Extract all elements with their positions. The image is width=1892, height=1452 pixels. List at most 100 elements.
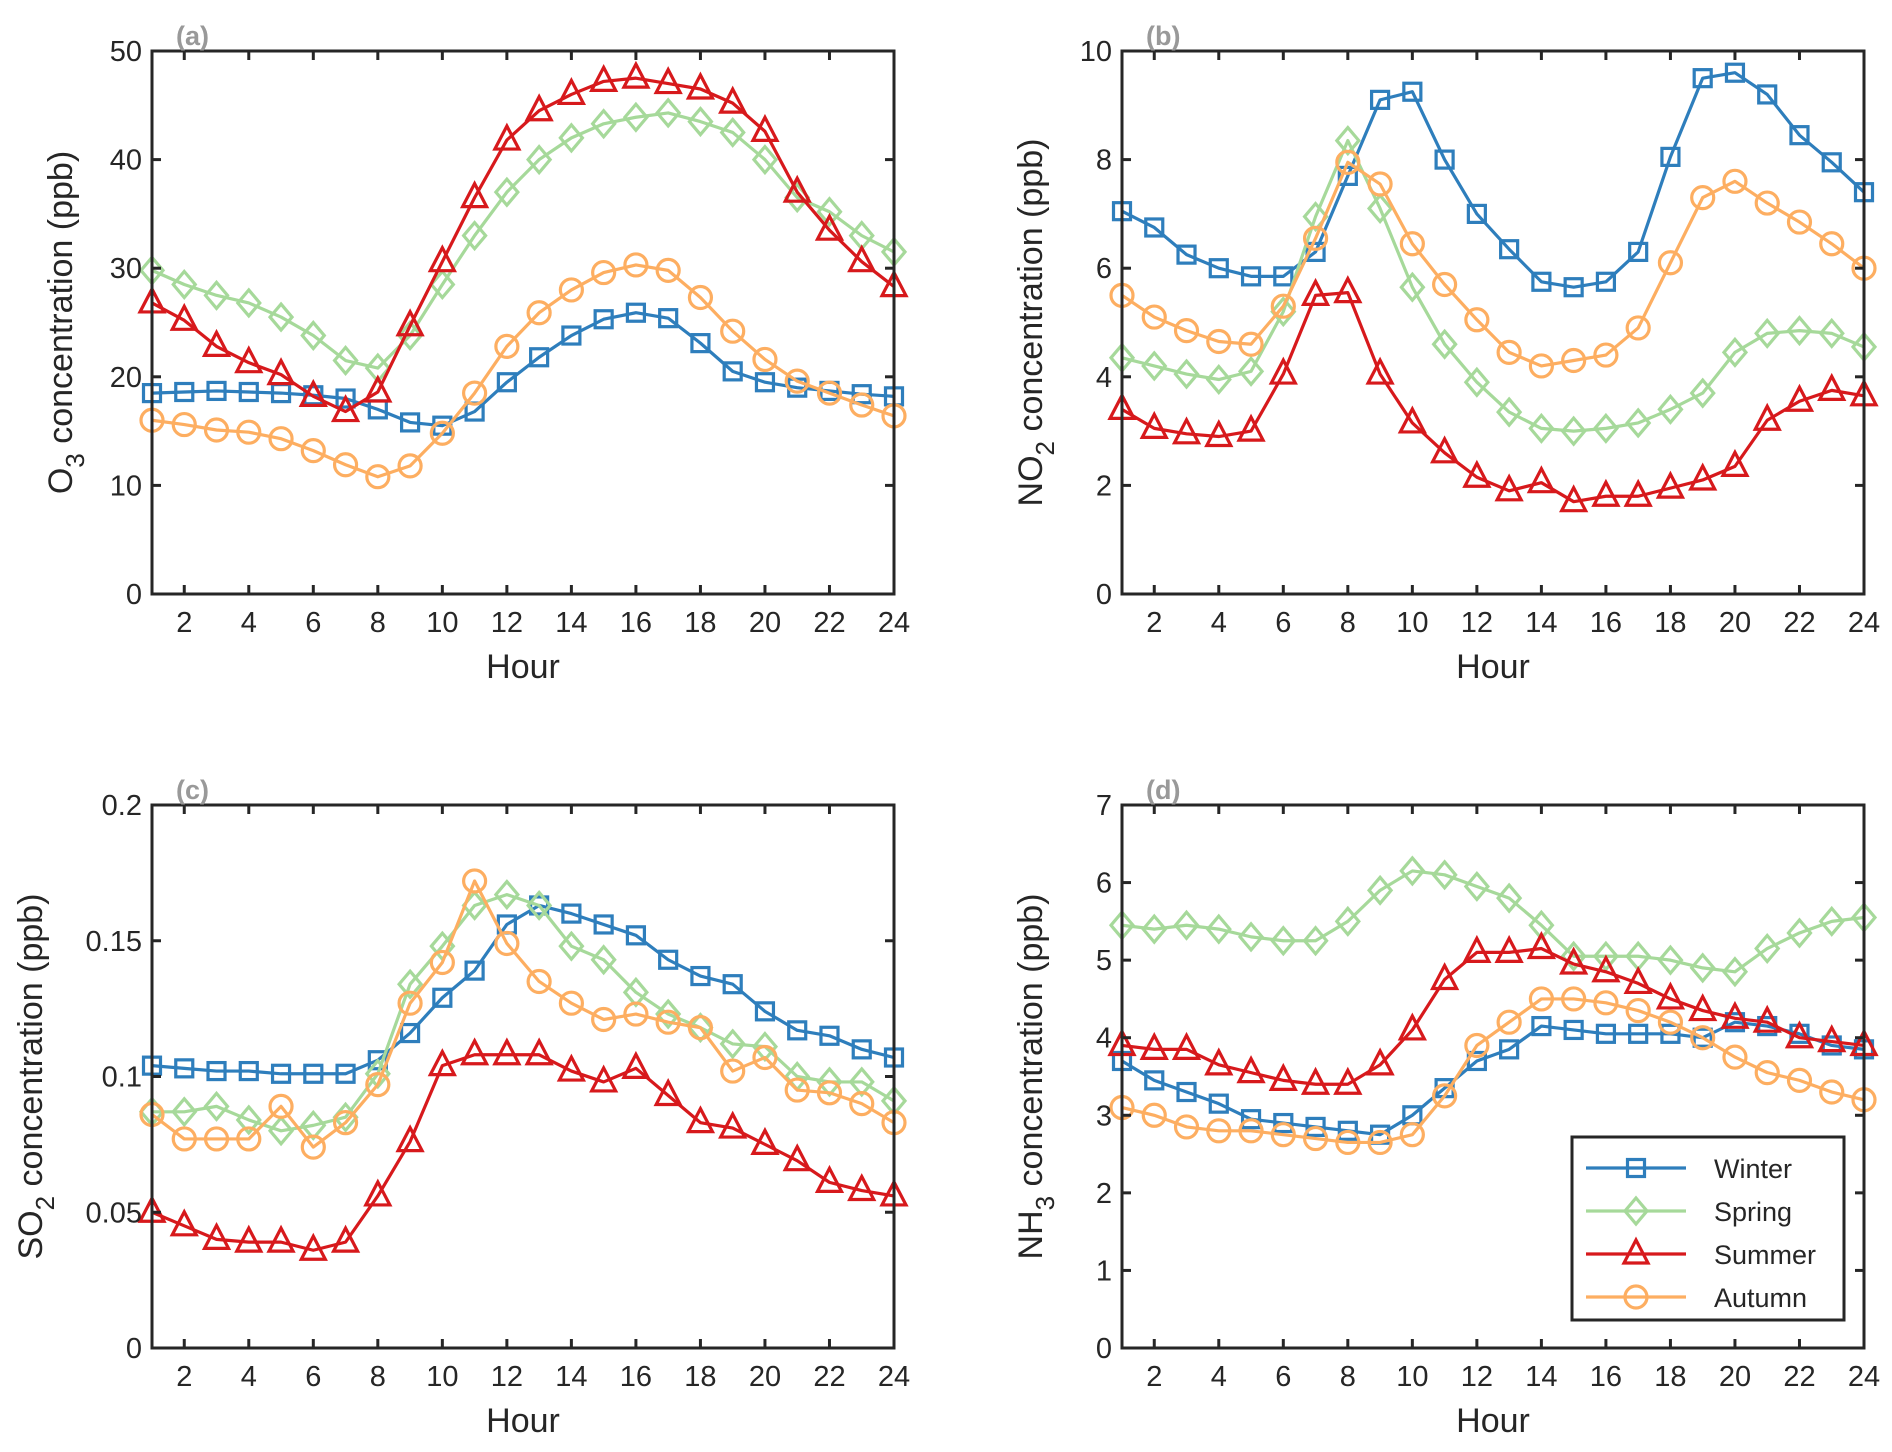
data-point-spring xyxy=(1366,874,1394,906)
x-tick-label: 20 xyxy=(1719,607,1751,639)
data-point-summer xyxy=(234,345,264,374)
x-tick-label: 10 xyxy=(426,607,458,639)
data-point-summer xyxy=(1139,1031,1169,1060)
data-point-spring xyxy=(1237,355,1265,387)
x-tick-label: 4 xyxy=(1211,607,1227,639)
data-point-summer xyxy=(1204,419,1234,448)
data-point-summer xyxy=(1494,934,1524,963)
legend-label: Autumn xyxy=(1714,1283,1807,1313)
y-axis-label: O3 concentration (ppb) xyxy=(42,151,90,494)
data-point-winter xyxy=(303,1063,324,1084)
series-summer xyxy=(137,60,909,423)
x-tick-label: 24 xyxy=(878,607,910,639)
data-point-autumn xyxy=(623,252,649,278)
data-point-spring xyxy=(1431,328,1458,360)
data-point-summer xyxy=(1526,931,1557,960)
data-point-winter xyxy=(1337,1120,1358,1141)
x-axis-label: Hour xyxy=(486,1402,560,1440)
data-point-autumn xyxy=(1786,1067,1813,1093)
data-point-spring xyxy=(461,220,488,252)
data-point-autumn xyxy=(462,380,488,406)
data-point-spring xyxy=(235,287,262,319)
data-point-summer xyxy=(782,1143,812,1172)
x-tick-label: 22 xyxy=(813,607,845,639)
series-summer xyxy=(137,1037,909,1261)
data-point-winter xyxy=(1789,125,1810,146)
data-point-summer xyxy=(363,374,393,403)
data-point-spring xyxy=(396,320,424,352)
y-tick-label: 8 xyxy=(1096,145,1112,177)
data-point-spring xyxy=(171,269,198,300)
data-point-autumn xyxy=(397,453,423,479)
x-tick-label: 8 xyxy=(1340,607,1356,639)
data-point-spring xyxy=(429,269,456,300)
data-point-winter xyxy=(658,308,679,329)
data-point-winter xyxy=(399,1022,421,1044)
data-point-autumn xyxy=(1593,990,1619,1016)
data-point-autumn xyxy=(591,259,617,286)
data-point-autumn xyxy=(1238,1118,1264,1144)
data-point-autumn xyxy=(397,990,423,1016)
panel-label: (d) xyxy=(1146,775,1180,805)
data-point-summer xyxy=(234,1224,264,1253)
data-point-summer xyxy=(363,1178,393,1207)
data-point-summer xyxy=(685,71,716,100)
data-point-summer xyxy=(1429,962,1460,991)
x-tick-label: 20 xyxy=(1719,1361,1751,1393)
data-point-summer xyxy=(1655,981,1686,1010)
x-axis-label: Hour xyxy=(1456,1402,1530,1440)
data-point-spring xyxy=(1463,366,1490,398)
data-point-winter xyxy=(1692,1027,1713,1048)
data-point-autumn xyxy=(1173,1114,1200,1140)
y-axis-label-rest: concentration (ppb) xyxy=(42,151,80,453)
data-point-spring xyxy=(655,97,682,129)
data-point-winter xyxy=(399,412,421,433)
data-point-autumn xyxy=(1464,1032,1490,1059)
data-point-spring xyxy=(1463,870,1490,902)
legend-marker-circle xyxy=(1623,1284,1649,1310)
data-point-summer xyxy=(1720,448,1750,477)
data-point-spring xyxy=(1173,358,1200,390)
data-point-summer xyxy=(459,1037,490,1066)
data-point-autumn xyxy=(849,392,875,418)
x-tick-label: 16 xyxy=(1590,1361,1622,1393)
data-point-spring xyxy=(1528,412,1555,444)
data-point-autumn xyxy=(332,452,359,478)
data-point-summer xyxy=(298,378,328,407)
panel-label: (c) xyxy=(176,775,209,805)
data-point-winter xyxy=(1402,81,1423,102)
series-line-spring xyxy=(1121,869,1865,974)
data-point-winter xyxy=(561,903,582,924)
data-point-winter xyxy=(1144,1070,1165,1091)
data-point-spring xyxy=(1496,396,1523,428)
data-point-autumn xyxy=(1754,1060,1780,1086)
data-point-spring xyxy=(687,106,714,138)
data-point-autumn xyxy=(268,1093,294,1119)
data-point-summer xyxy=(556,76,587,106)
y-axis-label-subscript: 2 xyxy=(1030,441,1060,455)
data-point-autumn xyxy=(1690,1025,1716,1051)
data-point-winter xyxy=(1595,1023,1617,1044)
data-point-autumn xyxy=(1399,231,1425,257)
series-spring xyxy=(1108,125,1878,447)
data-point-autumn xyxy=(1270,293,1296,319)
y-tick-label: 0 xyxy=(126,579,142,611)
data-point-winter xyxy=(1305,1116,1326,1138)
series-summer xyxy=(1107,275,1879,513)
data-point-spring xyxy=(590,944,617,976)
data-point-summer xyxy=(589,1064,619,1093)
data-point-autumn xyxy=(365,1072,391,1098)
data-point-winter xyxy=(1821,152,1842,173)
data-point-autumn xyxy=(300,1134,326,1160)
data-point-autumn xyxy=(268,426,294,452)
y-tick-label: 5 xyxy=(1096,945,1112,977)
series-winter xyxy=(141,895,905,1084)
data-point-summer xyxy=(1720,1000,1750,1029)
data-point-summer xyxy=(685,1105,716,1134)
x-tick-label: 6 xyxy=(305,1361,321,1393)
x-tick-label: 22 xyxy=(1783,607,1815,639)
data-point-autumn xyxy=(429,420,455,446)
series-line-winter xyxy=(151,311,895,428)
